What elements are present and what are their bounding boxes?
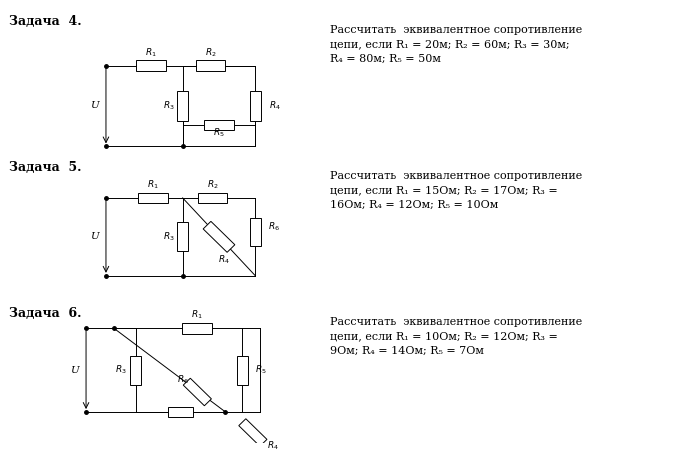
Bar [183,378,212,406]
Text: Рассчитать  эквивалентное сопротивление
цепи, если R₁ = 20м; R₂ = 60м; R₃ = 30м;: Рассчитать эквивалентное сопротивление ц… [330,25,583,64]
Text: $R_4$: $R_4$ [218,253,230,266]
Text: U: U [89,102,98,110]
Bar [195,60,225,71]
Text: $R_1$: $R_1$ [191,309,203,321]
Text: $R_4$: $R_4$ [267,439,279,452]
Text: $R_4$: $R_4$ [269,100,281,112]
Text: $R_1$: $R_1$ [145,46,156,59]
Text: $R_5$: $R_5$ [213,126,225,138]
Bar [130,355,141,385]
Bar [197,192,227,203]
Text: U: U [70,365,79,375]
Bar [250,218,261,246]
Text: $R_2$: $R_2$ [205,46,217,59]
Text: $R_1$: $R_1$ [147,178,158,191]
Text: $R_2$: $R_2$ [207,178,219,191]
Text: Рассчитать  эквивалентное сопротивление
цепи, если R₁ = 15Ом; R₂ = 17Ом; R₃ =
16: Рассчитать эквивалентное сопротивление ц… [330,171,583,209]
Text: Рассчитать  эквивалентное сопротивление
цепи, если R₁ = 10Ом; R₂ = 12Ом; R₃ =
9О: Рассчитать эквивалентное сопротивление ц… [330,316,583,355]
Bar [177,222,188,252]
Bar [177,91,188,121]
Bar [203,222,235,252]
Bar [182,323,212,334]
Text: $R_3$: $R_3$ [115,364,127,376]
Bar [237,355,248,385]
Bar [250,91,261,121]
Text: $R_5$: $R_5$ [255,364,267,376]
Bar [168,407,193,417]
Text: Задача  4.: Задача 4. [10,15,82,28]
Text: $R_3$: $R_3$ [163,100,175,112]
Text: Задача  5.: Задача 5. [10,161,82,174]
Bar [136,60,166,71]
Bar [138,192,168,203]
Bar [204,119,234,130]
Text: U: U [89,232,98,242]
Text: Задача  6.: Задача 6. [10,307,82,320]
Text: $R_3$: $R_3$ [163,231,175,243]
Bar [239,419,267,446]
Text: $R_6$: $R_6$ [268,221,280,233]
Text: $R_6$: $R_6$ [178,374,189,386]
